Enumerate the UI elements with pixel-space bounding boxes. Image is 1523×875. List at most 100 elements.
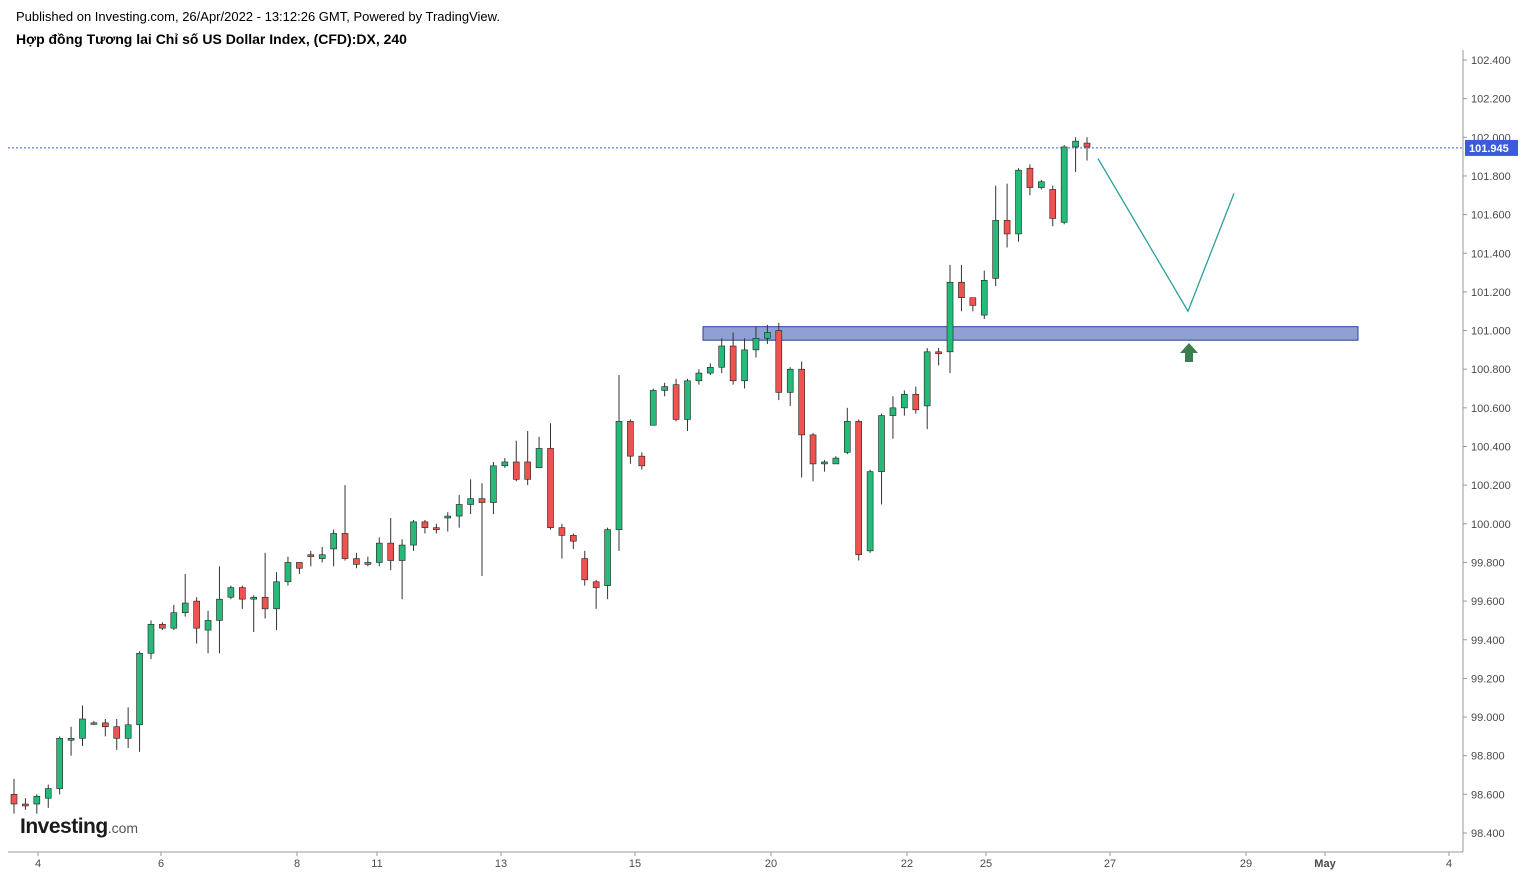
candle <box>490 461 497 515</box>
candle <box>958 264 965 312</box>
candle <box>147 620 155 660</box>
publisher-line: Published on Investing.com, 26/Apr/2022 … <box>16 9 500 24</box>
candle-body <box>1049 189 1057 219</box>
candle-body <box>935 351 942 355</box>
candle-body <box>44 788 52 799</box>
candle-body <box>627 421 634 457</box>
candle <box>1026 164 1034 196</box>
investing-logo: Investing.com <box>20 815 138 839</box>
chart-title: Hợp đồng Tương lai Chỉ số US Dollar Inde… <box>16 31 407 47</box>
candle <box>923 347 931 430</box>
candle <box>661 382 668 397</box>
candle <box>433 523 440 534</box>
candle-body <box>649 390 657 426</box>
candle <box>535 436 543 469</box>
candle-body <box>113 726 121 739</box>
candle <box>558 523 566 559</box>
support-zone[interactable] <box>702 326 1359 341</box>
candle <box>878 413 885 505</box>
candle <box>752 326 760 358</box>
y-tick-label: 100.800 <box>1471 364 1511 376</box>
candle <box>250 595 258 633</box>
candle-body <box>1026 167 1034 188</box>
candle-body <box>444 515 452 519</box>
candle <box>67 726 75 756</box>
candle-body <box>501 461 509 467</box>
candle <box>330 529 337 567</box>
candle <box>741 338 748 389</box>
y-tick-label: 99.200 <box>1471 673 1505 685</box>
candle <box>592 579 600 609</box>
x-tick-label: 22 <box>901 858 913 870</box>
logo-suffix: .com <box>107 820 139 836</box>
candle-body <box>375 542 383 563</box>
candle-body <box>695 372 703 382</box>
x-tick-label: 13 <box>495 858 507 870</box>
candle <box>512 440 520 482</box>
candle <box>843 407 851 455</box>
candle-body <box>330 533 337 550</box>
candle-body <box>261 596 269 610</box>
candle <box>501 458 509 468</box>
candle <box>980 270 988 319</box>
price-axis[interactable]: 102.400102.200102.000101.800101.600101.4… <box>1462 50 1518 852</box>
candle <box>581 550 589 586</box>
candle-body <box>159 623 166 629</box>
candle-body <box>318 554 326 559</box>
candle <box>547 423 554 530</box>
candle-body <box>809 434 817 465</box>
candle <box>638 452 646 470</box>
candle <box>136 651 143 752</box>
candle <box>296 562 303 575</box>
candle-body <box>889 407 897 416</box>
candle-body <box>923 351 931 407</box>
time-axis[interactable]: 4 6 8 11 13 15 20 22 25 27 29 May 4 <box>8 851 1463 870</box>
candle <box>307 550 315 567</box>
candle-body <box>1038 181 1045 188</box>
candle-body <box>273 581 280 610</box>
y-tick-label: 98.600 <box>1471 789 1505 801</box>
y-tick-label: 98.800 <box>1471 751 1505 763</box>
candle <box>615 374 623 551</box>
candle <box>786 367 794 406</box>
candle-body <box>661 386 668 391</box>
candle-body <box>798 368 805 436</box>
candle-body <box>147 623 155 654</box>
candle <box>866 469 874 553</box>
candle-body <box>535 448 543 469</box>
candle-body <box>102 722 109 728</box>
candle-body <box>33 795 41 805</box>
candle-body <box>467 498 474 505</box>
candle-body <box>79 718 86 739</box>
candle <box>478 483 486 576</box>
candle <box>181 574 189 617</box>
candle <box>969 297 977 312</box>
candle <box>570 533 577 549</box>
candle <box>341 485 349 561</box>
x-tick-label: May <box>1314 858 1336 870</box>
candle <box>1072 137 1079 173</box>
y-tick-label: 101.400 <box>1471 248 1511 260</box>
candle-body <box>56 738 63 789</box>
candle-body <box>558 527 566 536</box>
candle-body <box>592 581 600 588</box>
annotations <box>1097 158 1235 362</box>
candle-body <box>764 332 771 339</box>
support-zone-rect[interactable] <box>702 326 1359 341</box>
candle <box>649 388 657 426</box>
candle-body <box>752 337 760 351</box>
candle-body <box>969 297 977 306</box>
x-tick-label: 20 <box>765 858 777 870</box>
candle-body <box>1003 220 1011 235</box>
candle-body <box>992 220 999 279</box>
candle <box>44 784 52 808</box>
candle-body <box>866 471 874 552</box>
candle <box>159 622 166 631</box>
candle-body <box>67 738 75 741</box>
candle-body <box>707 366 714 374</box>
candle <box>444 512 452 532</box>
y-tick-label: 100.600 <box>1471 403 1511 415</box>
candle-body <box>227 587 235 598</box>
candle <box>227 585 235 600</box>
